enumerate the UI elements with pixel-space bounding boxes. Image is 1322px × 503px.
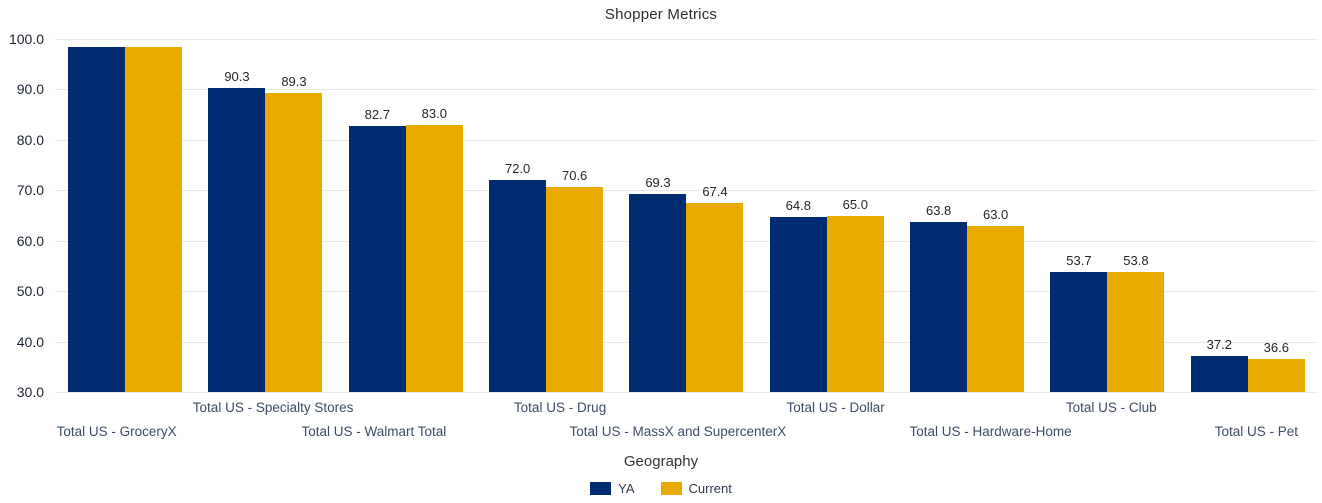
bar-value-label: 63.0: [982, 206, 1009, 222]
gridline: [55, 190, 1318, 192]
y-tick-label: 80.0: [16, 131, 44, 148]
legend-item-current[interactable]: Current: [660, 481, 732, 496]
bar-group: 53.7 53.8: [1037, 39, 1177, 392]
bar-group: 69.3 67.4: [616, 39, 756, 392]
bar-value-label: 83.0: [421, 105, 447, 121]
bar-group: 63.8 63.0: [897, 39, 1037, 392]
bar-value-label: 63.8: [925, 202, 952, 218]
bar-current[interactable]: 36.6: [1247, 340, 1305, 392]
legend-item-ya[interactable]: YA: [590, 481, 635, 496]
x-category-label: Total US - Dollar: [786, 400, 885, 415]
bar-current[interactable]: [125, 47, 183, 392]
y-tick-label: 60.0: [16, 232, 44, 249]
bar-group: 82.7 83.0: [336, 39, 476, 392]
gridline: [55, 392, 1318, 393]
x-category-label: Total US - GroceryX: [56, 424, 177, 439]
y-tick-label: 90.0: [16, 81, 44, 98]
x-category-label: Total US - Walmart Total: [301, 424, 447, 439]
legend: YA Current: [0, 481, 1322, 496]
x-category-label: [353, 400, 491, 415]
bar-current[interactable]: 83.0: [405, 106, 463, 392]
x-category-label: [1180, 400, 1318, 415]
bar-groups: 90.3 89.3 82.7 83.0 72.0 70.6 69.3 67.4 64.8 65.0…: [55, 39, 1318, 392]
bar-value-label: 53.8: [1123, 252, 1149, 268]
bar-value-label: 64.8: [785, 197, 811, 213]
bar-ya[interactable]: 37.2: [1190, 337, 1248, 392]
x-axis-title: Geography: [623, 453, 699, 470]
bar-value-label: 72.0: [504, 161, 531, 177]
gridline: [55, 139, 1318, 141]
gridline: [55, 89, 1318, 91]
x-category-label: Total US - Pet: [1214, 424, 1299, 439]
bar-ya[interactable]: 64.8: [769, 198, 827, 392]
x-category-label: Total US - Drug: [513, 400, 607, 415]
y-axis: 100.0 90.0 80.0 70.0 60.0 50.0 40.0 30.0: [0, 31, 46, 400]
bar-group: 37.2 36.6: [1178, 39, 1318, 392]
bar-ya[interactable]: 53.7: [1050, 253, 1108, 392]
bar-value-label: 36.6: [1263, 339, 1289, 355]
legend-swatch: [660, 482, 682, 495]
legend-label: YA: [618, 481, 635, 496]
x-category-label: [786, 424, 909, 439]
x-category-label: [55, 400, 193, 415]
legend-swatch: [590, 482, 612, 495]
x-category-label: Total US - Club: [1065, 400, 1157, 415]
bar-value-label: 69.3: [645, 174, 671, 190]
bar-ya[interactable]: 72.0: [489, 161, 547, 392]
bar-value-label: 53.7: [1066, 253, 1092, 269]
bar-value-label: 65.0: [842, 196, 868, 212]
x-category-label: [446, 424, 569, 439]
y-tick-label: 30.0: [16, 384, 44, 400]
bar-group: [55, 39, 195, 392]
bar-ya[interactable]: [68, 47, 126, 392]
bar-ya[interactable]: 63.8: [910, 203, 968, 392]
chart-title: Shopper Metrics: [604, 6, 718, 23]
x-category-label: [905, 400, 1043, 415]
bar-current[interactable]: 67.4: [686, 184, 744, 392]
legend-label: Current: [688, 481, 732, 496]
bar-current[interactable]: 53.8: [1107, 253, 1165, 392]
x-category-label: Total US - Hardware-Home: [909, 424, 1072, 439]
bar-ya[interactable]: 90.3: [208, 69, 266, 392]
bar-value-label: 89.3: [281, 73, 307, 89]
x-category-label: [629, 400, 767, 415]
bar-current[interactable]: 65.0: [826, 197, 884, 392]
x-category-label: Total US - Specialty Stores: [192, 400, 354, 415]
x-category-label: [178, 424, 301, 439]
y-tick-label: 70.0: [16, 182, 44, 199]
plot-area: 90.3 89.3 82.7 83.0 72.0 70.6 69.3 67.4 64.8 65.0…: [55, 39, 1318, 393]
x-category-label: Total US - MassX and SupercenterX: [569, 424, 787, 439]
bar-value-label: 70.6: [561, 168, 588, 184]
gridline: [55, 39, 1318, 40]
bar-value-label: 90.3: [224, 68, 250, 84]
bar-group: 64.8 65.0: [757, 39, 897, 392]
bar-ya[interactable]: 69.3: [629, 175, 687, 392]
x-category-label: [1072, 424, 1195, 439]
y-tick-label: 100.0: [8, 31, 44, 47]
y-tick-label: 50.0: [16, 283, 44, 300]
x-axis-labels-lower-row: Total US - GroceryX Total US - Walmart To…: [55, 424, 1318, 439]
bar-value-label: 67.4: [702, 184, 728, 200]
bar-current[interactable]: 63.0: [967, 207, 1025, 392]
bar-ya[interactable]: 82.7: [348, 107, 406, 392]
bar-group: 72.0 70.6: [476, 39, 616, 392]
bar-value-label: 37.2: [1206, 336, 1232, 352]
x-axis-labels-upper-row: Total US - Specialty Stores Total US - Dr…: [55, 400, 1318, 415]
bar-current[interactable]: 70.6: [546, 168, 604, 392]
y-tick-label: 40.0: [16, 333, 44, 350]
bar-current[interactable]: 89.3: [265, 74, 323, 392]
bar-group: 90.3 89.3: [195, 39, 335, 392]
bar-value-label: 82.7: [364, 107, 390, 123]
